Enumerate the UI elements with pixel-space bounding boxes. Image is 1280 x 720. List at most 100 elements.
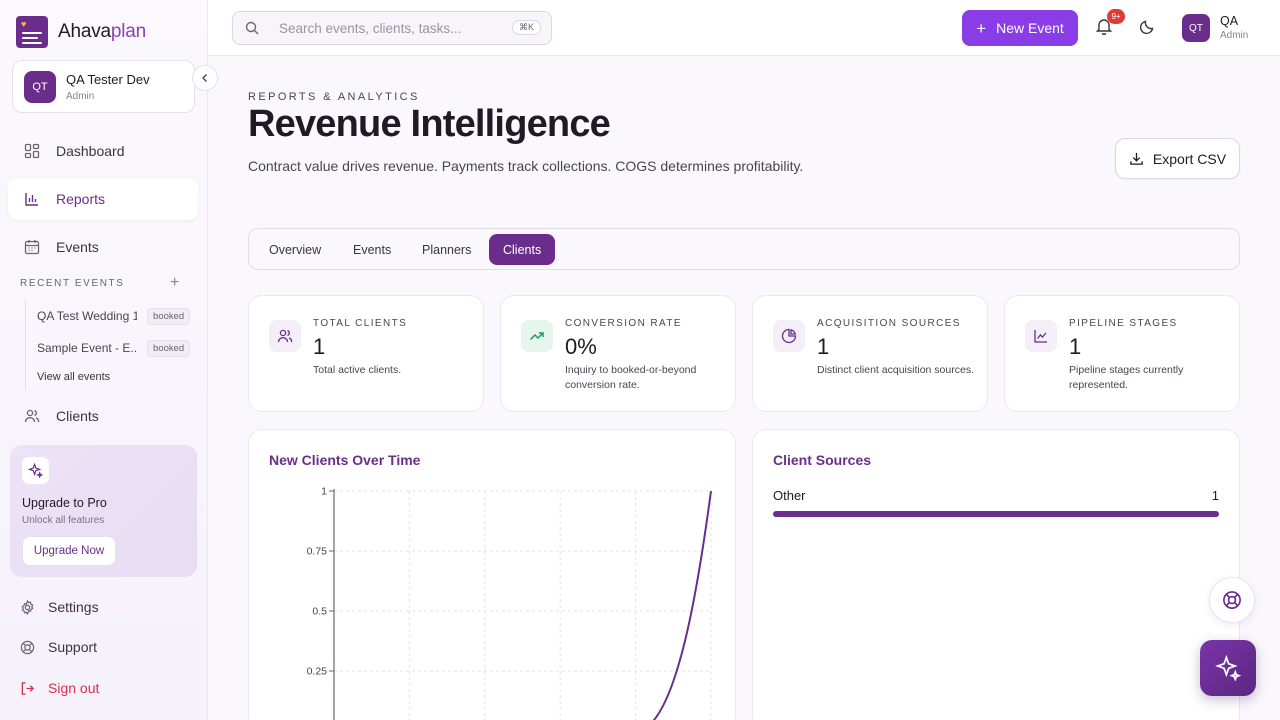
- top-user-info[interactable]: QA Admin: [1220, 14, 1248, 41]
- sparkle-icon: [22, 457, 49, 484]
- source-bar-track: [773, 511, 1219, 517]
- recent-events-list: QA Test Wedding 1 booked Sample Event - …: [25, 300, 195, 390]
- report-tabs: Overview Events Planners Clients: [248, 228, 1240, 270]
- new-clients-chart: 1 0.75 0.5 0.25: [307, 486, 712, 720]
- stat-label: ACQUISITION SOURCES: [817, 318, 961, 329]
- stat-card-total-clients: TOTAL CLIENTS 1 Total active clients.: [248, 295, 484, 412]
- export-csv-label: Export CSV: [1152, 150, 1227, 167]
- help-button[interactable]: [1209, 577, 1255, 623]
- client-sources-title: Client Sources: [773, 452, 872, 468]
- user-name: QA Tester Dev: [66, 72, 150, 87]
- line-chart-icon: [1025, 320, 1057, 352]
- gear-icon: [21, 599, 34, 615]
- sidebar: ♥ Ahavaplan QT QA Tester Dev Admin Dashb…: [0, 0, 208, 720]
- sidebar-item-label: Settings: [48, 599, 99, 615]
- y-tick-label: 0.75: [307, 546, 328, 558]
- new-clients-panel: New Clients Over Time 1 0.75 0.5 0.25: [248, 429, 736, 720]
- upgrade-card: Upgrade to Pro Unlock all features Upgra…: [10, 445, 197, 577]
- upgrade-subtitle: Unlock all features: [22, 515, 105, 526]
- sidebar-item-dashboard[interactable]: Dashboard: [8, 130, 198, 172]
- lifebuoy-icon: [1223, 591, 1241, 609]
- sparkle-icon: [1215, 655, 1241, 681]
- users-icon: [24, 409, 40, 423]
- source-bar-fill: [773, 511, 1219, 517]
- sidebar-item-label: Events: [56, 239, 99, 255]
- sidebar-item-clients[interactable]: Clients: [8, 395, 198, 437]
- top-user-name: QA: [1220, 14, 1239, 28]
- search-box[interactable]: ⌘K: [232, 11, 552, 45]
- user-card[interactable]: QT QA Tester Dev Admin: [12, 60, 195, 113]
- search-icon: [245, 21, 259, 35]
- y-tick-label: 1: [321, 486, 327, 498]
- page-title: Revenue Intelligence: [248, 103, 611, 145]
- chevron-left-icon: [202, 74, 207, 82]
- client-sources-panel: Client Sources Other 1: [752, 429, 1240, 720]
- sidebar-item-label: Dashboard: [56, 143, 125, 159]
- sign-out-label: Sign out: [48, 680, 100, 696]
- status-badge: booked: [147, 307, 191, 325]
- sidebar-item-label: Support: [48, 639, 98, 655]
- tab-overview[interactable]: Overview: [269, 242, 322, 257]
- source-label: Other: [773, 488, 806, 503]
- new-event-label: New Event: [996, 20, 1064, 36]
- app-name: Ahavaplan: [58, 21, 146, 42]
- avatar[interactable]: QT: [1182, 14, 1210, 42]
- stat-label: CONVERSION RATE: [565, 318, 682, 329]
- moon-icon[interactable]: [1139, 19, 1155, 35]
- upgrade-now-button[interactable]: Upgrade Now: [22, 536, 116, 566]
- sidebar-item-reports[interactable]: Reports: [8, 178, 198, 220]
- page-subtitle: Contract value drives revenue. Payments …: [248, 158, 804, 174]
- bell-icon[interactable]: [1096, 17, 1112, 35]
- stat-value: 1: [817, 334, 830, 359]
- notification-count-badge: 9+: [1107, 9, 1125, 24]
- stat-label: PIPELINE STAGES: [1069, 318, 1178, 329]
- stat-value: 1: [1069, 334, 1082, 359]
- search-shortcut: ⌘K: [511, 20, 541, 35]
- status-badge: booked: [147, 339, 191, 357]
- top-user-role: Admin: [1220, 30, 1249, 41]
- app-logo[interactable]: ♥ Ahavaplan: [16, 16, 146, 48]
- avatar: QT: [24, 71, 56, 103]
- pie-chart-icon: [773, 320, 805, 352]
- new-event-button[interactable]: + New Event: [962, 10, 1078, 46]
- lifebuoy-icon: [20, 640, 35, 654]
- add-event-icon[interactable]: +: [170, 274, 180, 291]
- view-all-events-link[interactable]: View all events: [37, 371, 111, 383]
- export-csv-button[interactable]: Export CSV: [1115, 138, 1240, 179]
- user-role: Admin: [66, 91, 95, 102]
- y-tick-label: 0.25: [307, 666, 328, 678]
- recent-event-item[interactable]: QA Test Wedding 1 booked: [26, 300, 195, 332]
- y-tick-label: 0.5: [312, 606, 327, 618]
- calendar-icon: [24, 240, 40, 255]
- search-input[interactable]: [279, 20, 499, 36]
- sidebar-item-settings[interactable]: Settings: [20, 599, 99, 615]
- tab-clients[interactable]: Clients: [489, 234, 556, 265]
- recent-event-name: QA Test Wedding 1: [37, 309, 137, 323]
- stat-label: TOTAL CLIENTS: [313, 318, 408, 329]
- trending-up-icon: [521, 320, 553, 352]
- collapse-sidebar-button[interactable]: [192, 65, 218, 91]
- tab-events[interactable]: Events: [353, 242, 392, 257]
- sidebar-item-support[interactable]: Support: [20, 639, 97, 655]
- recent-event-item[interactable]: Sample Event - E... booked: [26, 332, 195, 364]
- upgrade-title: Upgrade to Pro: [22, 496, 107, 510]
- recent-event-name: Sample Event - E...: [37, 341, 137, 355]
- stat-description: Total active clients.: [313, 364, 402, 376]
- sign-out-icon: [21, 681, 35, 695]
- sidebar-item-events[interactable]: Events: [8, 226, 198, 268]
- new-clients-title: New Clients Over Time: [269, 452, 421, 468]
- bar-chart-icon: [25, 193, 38, 206]
- stat-card-conversion-rate: CONVERSION RATE 0% Inquiry to booked-or-…: [500, 295, 736, 412]
- ai-assistant-button[interactable]: [1200, 640, 1256, 696]
- tab-planners[interactable]: Planners: [422, 242, 472, 257]
- stat-description: Inquiry to booked-or-beyond conversion r…: [565, 364, 697, 391]
- stat-description: Distinct client acquisition sources.: [817, 364, 974, 376]
- users-icon: [269, 320, 301, 352]
- grid-icon: [24, 143, 40, 159]
- series-line: [652, 490, 712, 720]
- stat-value: 1: [313, 334, 326, 359]
- sidebar-item-label: Clients: [56, 408, 99, 424]
- logo-icon: ♥: [16, 16, 48, 48]
- stat-value: 0%: [565, 334, 597, 359]
- sign-out-button[interactable]: Sign out: [20, 680, 99, 696]
